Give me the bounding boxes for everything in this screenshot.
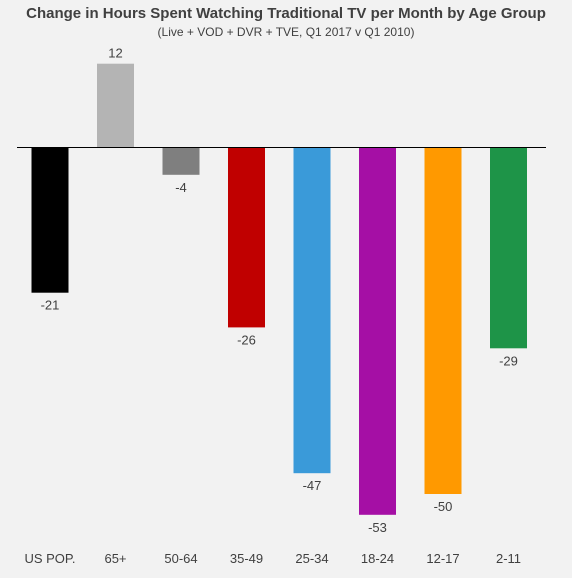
- data-label: -4: [175, 180, 187, 195]
- data-label: -29: [499, 353, 518, 368]
- data-labels-group: -21 12 -4 -26 -47 -53 -50 -29: [41, 46, 518, 535]
- chart-title: Change in Hours Spent Watching Tradition…: [26, 5, 546, 22]
- data-label: 12: [108, 46, 122, 61]
- data-label: -53: [368, 520, 387, 535]
- bar-50-64: [162, 147, 200, 175]
- bar-18-24: [359, 147, 396, 515]
- x-tick-label: 35-49: [230, 551, 263, 566]
- x-tick-labels-group: US POP. 65+ 50-64 35-49 25-34 18-24 12-17 2-11: [24, 551, 521, 566]
- bar-65-: [97, 63, 134, 148]
- bar-us-pop-: [31, 147, 69, 293]
- data-label: -21: [41, 298, 60, 313]
- bar-25-34: [293, 147, 331, 474]
- x-tick-label: 25-34: [295, 551, 328, 566]
- x-tick-label: 65+: [104, 551, 126, 566]
- x-tick-label: 2-11: [496, 551, 521, 566]
- x-tick-label: 50-64: [164, 551, 197, 566]
- bar-12-17: [424, 147, 462, 494]
- bars-group: [31, 63, 527, 515]
- chart-subtitle: (Live + VOD + DVR + TVE, Q1 2017 v Q1 20…: [157, 25, 415, 39]
- data-label: -26: [237, 332, 256, 347]
- x-tick-label: US POP.: [24, 551, 75, 566]
- bar-35-49: [228, 147, 265, 328]
- x-tick-label: 12-17: [426, 551, 459, 566]
- bar-2-11: [490, 147, 527, 349]
- data-label: -50: [434, 499, 453, 514]
- data-label: -47: [303, 478, 322, 493]
- x-tick-label: 18-24: [361, 551, 394, 566]
